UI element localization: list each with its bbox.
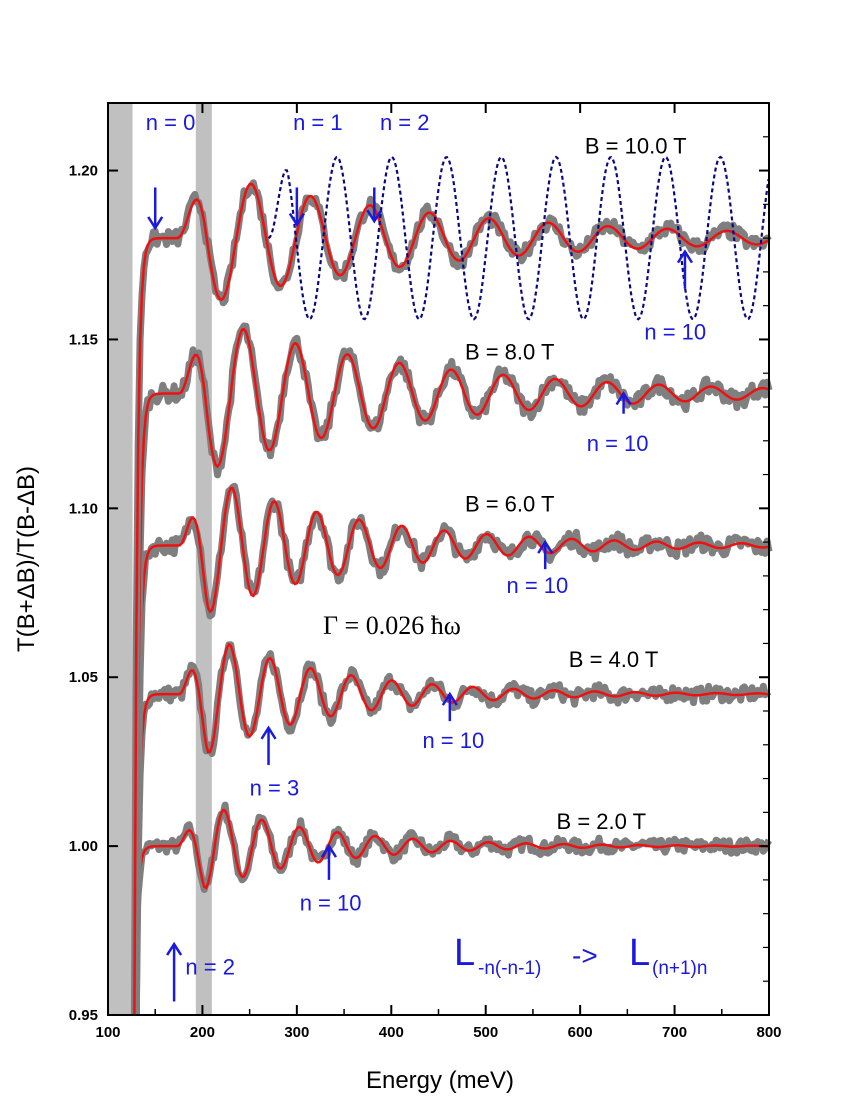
data-curve-3 <box>132 322 773 1016</box>
model-curve <box>267 155 770 321</box>
n-label-4: n = 10 <box>587 431 649 456</box>
x-axis-label: Energy (meV) <box>366 1067 514 1094</box>
x-tick-label-4: 500 <box>473 1024 498 1041</box>
transition-main-2: L <box>629 932 650 974</box>
n-label-3: n = 10 <box>644 319 706 344</box>
arrow-head-8 <box>260 725 277 740</box>
arrow-head-6 <box>441 691 458 706</box>
n-label-1: n = 1 <box>293 110 343 135</box>
fit-curve-3 <box>135 327 770 1016</box>
x-tick-label-3: 400 <box>379 1024 404 1041</box>
y-tick-label-3: 1.10 <box>69 500 98 517</box>
ticks: 100 200 300 400 500 600 700 800 0.95 1.00 1.05 1.10… <box>69 103 782 1041</box>
field-label-0: B = 10.0 T <box>585 134 687 159</box>
n-label-9: n = 2 <box>185 954 235 979</box>
arrow-head-1 <box>288 212 305 227</box>
data-curve-0 <box>130 801 773 1016</box>
fit-curve-4 <box>133 182 770 1016</box>
x-tick-label-7: 800 <box>756 1024 781 1041</box>
fit-curve-1 <box>135 642 770 1016</box>
transition-arrow: -> <box>572 940 598 971</box>
field-label-1: B = 8.0 T <box>465 340 554 365</box>
x-tick-label-2: 300 <box>284 1024 309 1041</box>
field-label-2: B = 6.0 T <box>465 492 554 517</box>
y-tick-label-1: 1.00 <box>69 838 98 855</box>
x-tick-label-0: 100 <box>95 1024 120 1041</box>
arrow-head-7 <box>320 843 338 858</box>
annotations: B = 10.0 T B = 8.0 T B = 6.0 T B = 4.0 T B =… <box>146 110 706 1002</box>
y-axis-label: T(B+ΔB)/T(B-ΔB) <box>13 466 40 652</box>
n-label-7: n = 10 <box>300 890 362 915</box>
arrow-head-3 <box>676 249 694 264</box>
arrow-head-9 <box>166 941 183 956</box>
transition-label: L -n(-n-1) -> L (n+1)n <box>454 932 707 979</box>
y-tick-label-4: 1.15 <box>69 331 98 348</box>
field-label-3: B = 4.0 T <box>569 647 658 672</box>
curves <box>130 155 773 1016</box>
x-tick-label-6: 700 <box>662 1024 687 1041</box>
x-tick-label-5: 600 <box>568 1024 593 1041</box>
arrow-head-5 <box>537 539 554 554</box>
transition-sub-2: (n+1)n <box>652 958 707 979</box>
n-label-8: n = 3 <box>250 775 300 800</box>
gamma-label: Γ = 0.026 ħω <box>323 611 461 640</box>
y-tick-label-0: 0.95 <box>69 1007 98 1024</box>
n-label-0: n = 0 <box>146 110 196 135</box>
shaded-band-0 <box>108 103 133 1015</box>
x-tick-label-1: 200 <box>190 1024 215 1041</box>
arrow-head-2 <box>366 209 383 224</box>
n-label-5: n = 10 <box>506 573 568 598</box>
arrow-head-4 <box>615 391 632 406</box>
y-tick-label-5: 1.20 <box>69 163 98 180</box>
n-label-2: n = 2 <box>380 110 430 135</box>
transition-main-1: L <box>454 932 475 974</box>
field-label-4: B = 2.0 T <box>557 809 646 834</box>
fit-curve-2 <box>135 486 770 1016</box>
n-label-6: n = 10 <box>422 728 484 753</box>
y-tick-label-2: 1.05 <box>69 669 98 686</box>
fit-curve-0 <box>133 808 769 1016</box>
transition-sub-1: -n(-n-1) <box>478 958 541 979</box>
data-curve-4 <box>130 179 772 1016</box>
arrow-head-0 <box>147 216 164 231</box>
